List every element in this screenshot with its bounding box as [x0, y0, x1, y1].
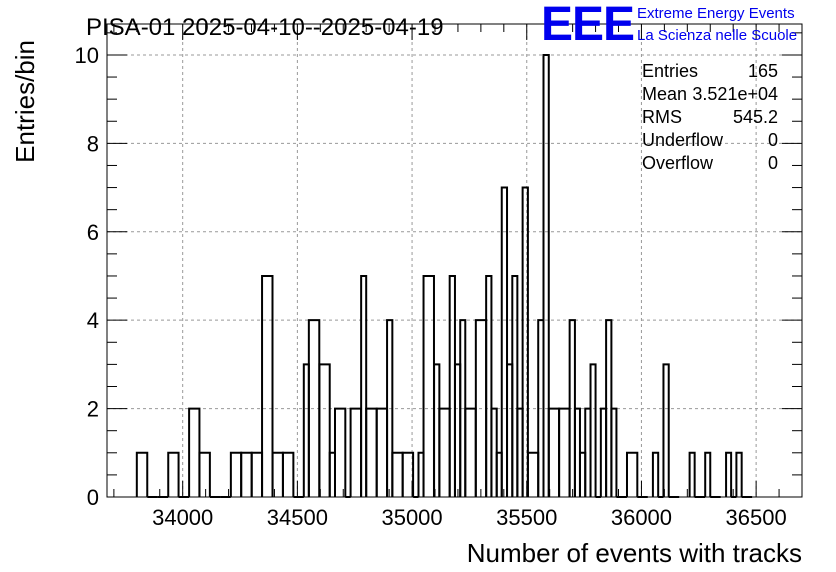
- eee-logo: EEE Extreme Energy Events La Scienza nel…: [541, 0, 797, 51]
- stats-label: RMS: [642, 107, 682, 127]
- stats-value: 0: [768, 130, 778, 150]
- histogram-bin: [511, 274, 519, 497]
- x-tick-label: 35500: [496, 505, 557, 530]
- x-tick-label: 35000: [381, 505, 442, 530]
- histogram-bin: [261, 274, 274, 497]
- histogram-bin: [167, 451, 180, 497]
- y-tick-label: 10: [75, 43, 99, 68]
- histogram-bin: [135, 451, 149, 497]
- plot-frame: [106, 23, 803, 498]
- histogram-bin: [360, 274, 368, 497]
- histogram-bin: [725, 451, 733, 497]
- histogram-bin: [662, 363, 670, 497]
- y-tick-label: 8: [87, 131, 99, 156]
- axis-ticks: [107, 24, 803, 498]
- x-tick-label: 36500: [726, 505, 787, 530]
- y-tick-label: 6: [87, 220, 99, 245]
- histogram-bin: [688, 451, 696, 497]
- stats-value: 0: [768, 153, 778, 173]
- x-tick-label: 36000: [611, 505, 672, 530]
- stats-value: 165: [748, 61, 778, 81]
- stats-label: Mean: [642, 84, 687, 104]
- eee-logo-line1: Extreme Energy Events: [637, 5, 795, 22]
- histogram-bin: [735, 451, 743, 497]
- stats-box: Entries 165 Mean 3.521e+04 RMS 545.2 Underflow…: [642, 61, 778, 173]
- eee-logo-mark: EEE: [541, 0, 634, 51]
- histogram-bin: [651, 451, 660, 497]
- histogram-bin: [542, 53, 550, 497]
- histogram-bin: [704, 451, 712, 497]
- x-axis-label: Number of events with tracks: [467, 538, 802, 568]
- stats-label: Overflow: [642, 153, 714, 173]
- x-tick-labels: 34000 34500 35000 35500 36000 36500: [152, 505, 787, 530]
- histogram-bin: [625, 451, 639, 497]
- histogram-bin: [281, 451, 295, 497]
- y-axis-label: Entries/bin: [10, 40, 40, 163]
- grid-lines: [107, 24, 802, 497]
- y-tick-label: 2: [87, 397, 99, 422]
- stats-label: Underflow: [642, 130, 724, 150]
- stats-label: Entries: [642, 61, 698, 81]
- histogram-bin: [589, 363, 597, 497]
- histogram-bin: [500, 186, 509, 497]
- histogram-bin: [485, 274, 493, 497]
- stats-value: 545.2: [733, 107, 778, 127]
- x-tick-label: 34000: [152, 505, 213, 530]
- y-tick-label: 4: [87, 308, 99, 333]
- histogram-bin: [401, 451, 415, 497]
- eee-logo-line2: La Scienza nelle Scuole: [637, 27, 797, 44]
- y-tick-label: 0: [87, 485, 99, 510]
- histogram-bin: [610, 407, 618, 497]
- histogram-bin: [318, 363, 331, 497]
- x-tick-label: 34500: [267, 505, 328, 530]
- histogram-bin: [386, 319, 394, 497]
- histogram-bin: [333, 407, 347, 497]
- y-tick-labels: 0 2 4 6 8 10: [75, 43, 99, 510]
- chart-title: PISA-01 2025-04-10--2025-04-19: [86, 14, 444, 41]
- histogram-outline: [135, 53, 753, 498]
- stats-value: 3.521e+04: [692, 84, 778, 104]
- histogram-bin: [521, 186, 529, 497]
- histogram-bin: [198, 451, 211, 497]
